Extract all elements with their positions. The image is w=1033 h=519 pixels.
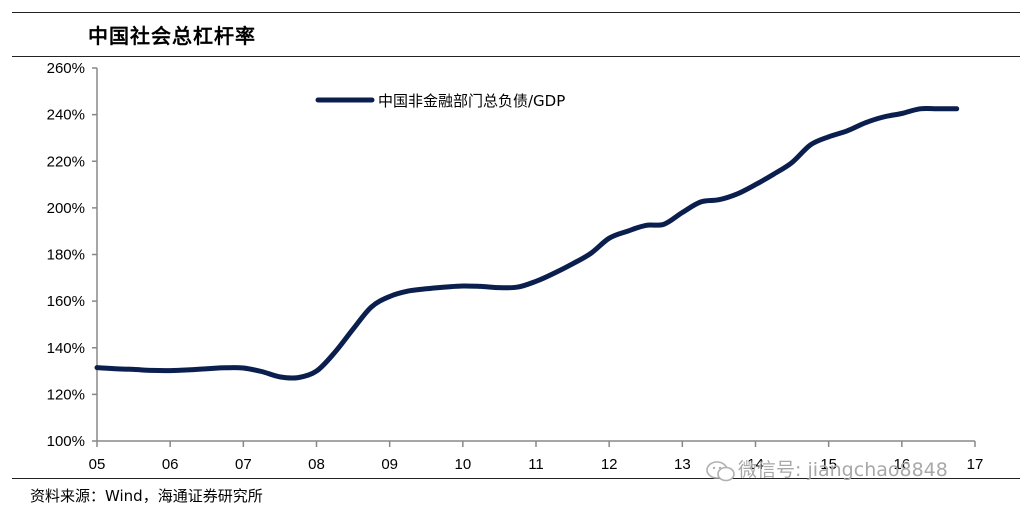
y-tick-label: 120%	[47, 386, 85, 403]
chart-title: 中国社会总杠杆率	[88, 24, 256, 48]
x-tick-label: 13	[674, 456, 691, 473]
legend: 中国非金融部门总负债/GDP	[315, 92, 565, 110]
y-tick-label: 240%	[47, 107, 85, 124]
y-tick-label: 140%	[47, 340, 85, 357]
series-group	[94, 105, 960, 381]
series-line	[94, 105, 960, 381]
y-tick-label: 100%	[47, 433, 85, 450]
x-tick-label: 05	[89, 456, 106, 473]
chart: 100%120%140%160%180%200%220%240%260% 05 0…	[47, 60, 984, 473]
x-axis: 05 06 07 08 09 10 11 12 13 14 15 16 17	[89, 440, 984, 473]
x-tick-label: 12	[601, 456, 618, 473]
legend-label: 中国非金融部门总负债/GDP	[378, 92, 565, 110]
y-axis: 100% 120% 140% 160% 180% 200% 220% 240% 260%	[47, 60, 98, 450]
x-tick-label: 16	[893, 456, 910, 473]
title-underline	[12, 56, 1020, 57]
x-tick-label: 15	[820, 456, 837, 473]
y-tick-label: 260%	[47, 60, 85, 77]
x-tick-label: 10	[454, 456, 471, 473]
y-tick-label: 180%	[47, 247, 85, 264]
y-tick-label: 160%	[47, 293, 85, 310]
y-tick-label: 200%	[47, 200, 85, 217]
source-note: 资料来源：Wind，海通证券研究所	[30, 487, 263, 505]
x-tick-label: 06	[162, 456, 179, 473]
watermark-text: 微信号: jiangchao8848	[738, 459, 948, 481]
x-tick-label: 11	[528, 456, 544, 473]
x-tick-label: 09	[381, 456, 398, 473]
bottom-rule	[12, 478, 1020, 479]
x-tick-label: 17	[967, 456, 984, 473]
x-tick-label: 14	[747, 456, 764, 473]
top-rule	[12, 12, 1020, 13]
x-tick-label: 08	[308, 456, 325, 473]
y-tick-label: 220%	[47, 153, 85, 170]
x-tick-label: 07	[235, 456, 252, 473]
wechat-icon	[706, 461, 735, 482]
